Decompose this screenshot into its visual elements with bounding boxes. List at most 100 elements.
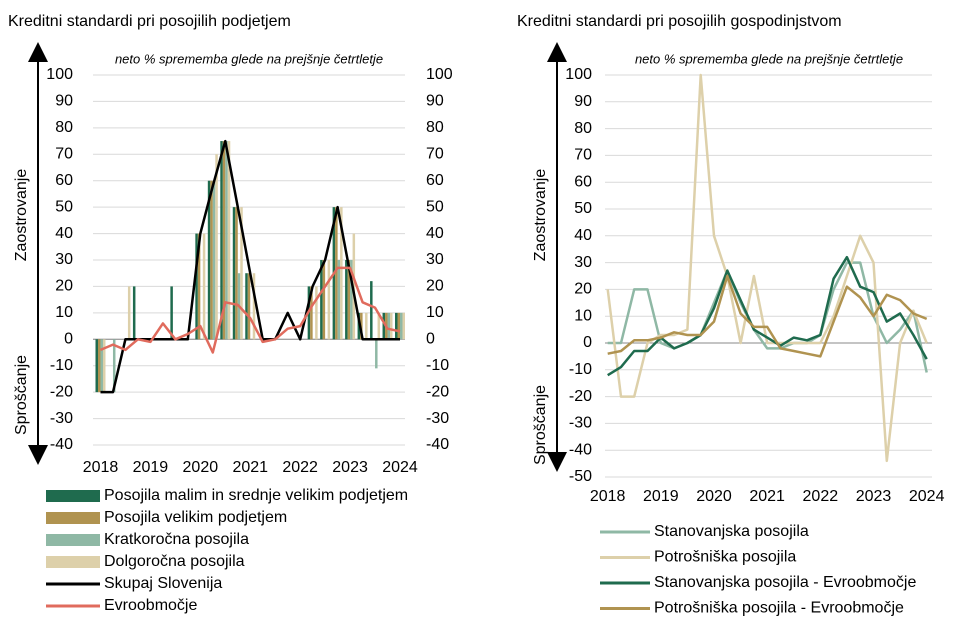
y2-tick-label: -10 [426, 357, 449, 374]
legend-label: Stanovanjska posojila - Evroobmočje [654, 574, 916, 591]
axis-annotation: Zaostrovanje [13, 169, 30, 262]
y-tick-label: 50 [55, 198, 73, 215]
bar [397, 312, 401, 340]
chart-title: Kreditni standardi pri posojilih podjetj… [8, 13, 291, 30]
bar [387, 312, 391, 340]
y-tick-label: 30 [574, 254, 592, 271]
bar [390, 312, 393, 340]
bar [102, 339, 106, 393]
chart-subtitle: neto % sprememba glede na prejšnje četrt… [115, 51, 383, 66]
y-tick-label: -30 [569, 415, 592, 432]
y-tick-label: 100 [565, 66, 592, 83]
bar [365, 312, 368, 340]
legend-swatch [46, 556, 100, 568]
legend-label: Posojila malim in srednje velikim podjet… [104, 487, 408, 504]
y-tick-label: 90 [574, 93, 592, 110]
y-tick-label: 40 [574, 227, 592, 244]
y2-tick-label: 30 [426, 251, 444, 268]
bar [112, 339, 116, 393]
y-tick-label: -10 [569, 361, 592, 378]
y2-tick-label: 50 [426, 198, 444, 215]
legend-swatch [46, 534, 100, 546]
bar [247, 273, 251, 340]
y-tick-label: 10 [55, 304, 73, 321]
bar [132, 286, 136, 340]
bar [222, 141, 226, 340]
x-tick-label: 2024 [382, 459, 418, 476]
legend-label: Evroobmočje [104, 597, 197, 614]
bar [340, 207, 343, 340]
bar [207, 180, 211, 340]
bar [335, 207, 338, 340]
y-tick-label: -50 [569, 468, 592, 485]
y-tick-label: 20 [55, 278, 73, 295]
y2-tick-label: 90 [426, 93, 444, 110]
x-tick-label: 2020 [696, 488, 732, 505]
legend-label: Potrošniška posojila [654, 549, 796, 566]
bar [227, 141, 231, 340]
y2-tick-label: 20 [426, 278, 444, 295]
x-tick-label: 2019 [133, 459, 169, 476]
x-tick-label: 2019 [643, 488, 679, 505]
legend-label: Kratkoročna posojila [104, 531, 249, 548]
y-tick-label: 30 [55, 251, 73, 268]
chart-subtitle: neto % sprememba glede na prejšnje četrt… [635, 51, 903, 66]
x-tick-label: 2023 [332, 459, 368, 476]
axis-annotation: Zaostrovanje [532, 169, 549, 262]
legend-label: Dolgoročna posojila [104, 553, 245, 570]
legend-swatch [46, 490, 100, 502]
x-tick-label: 2020 [183, 459, 219, 476]
chart-title: Kreditni standardi pri posojilih gospodi… [517, 13, 842, 30]
y2-tick-label: 70 [426, 146, 444, 163]
x-tick-label: 2021 [232, 459, 268, 476]
legend-label: Potrošniška posojila - Evroobmočje [654, 600, 904, 617]
series-line [607, 274, 928, 358]
y-tick-label: -20 [569, 388, 592, 405]
bar [320, 260, 323, 340]
x-tick-label: 2018 [590, 488, 626, 505]
x-tick-label: 2018 [83, 459, 119, 476]
y-tick-label: -30 [50, 410, 73, 427]
bar [350, 260, 353, 340]
bar [235, 207, 238, 340]
bar [232, 207, 236, 340]
bar [210, 180, 213, 340]
bar [370, 281, 373, 340]
bar [315, 286, 318, 340]
bar [327, 260, 331, 340]
bar [220, 141, 223, 340]
legend-swatch [46, 512, 100, 524]
bar [310, 286, 313, 340]
y-tick-label: -40 [569, 441, 592, 458]
bar [337, 260, 341, 340]
bar [377, 312, 381, 340]
y-tick-label: 0 [64, 331, 73, 348]
y-tick-label: -40 [50, 436, 73, 453]
bar [240, 207, 243, 340]
bar [202, 233, 206, 340]
y-tick-label: 10 [574, 307, 592, 324]
y-tick-label: 100 [46, 66, 73, 83]
bar [357, 312, 361, 340]
y-tick-label: 90 [55, 93, 73, 110]
x-tick-label: 2022 [282, 459, 318, 476]
x-tick-label: 2022 [803, 488, 839, 505]
bar [127, 286, 131, 340]
bar [382, 312, 386, 340]
bar [100, 339, 103, 393]
y2-tick-label: -30 [426, 410, 449, 427]
y-tick-label: -20 [50, 383, 73, 400]
y-tick-label: 50 [574, 200, 592, 217]
bar [252, 273, 256, 340]
y2-tick-label: 0 [426, 331, 435, 348]
bar [245, 273, 248, 340]
bar [197, 233, 201, 340]
bar [225, 141, 228, 340]
y-tick-label: 0 [583, 334, 592, 351]
y2-tick-label: 60 [426, 172, 444, 189]
y-tick-label: 60 [574, 173, 592, 190]
y-tick-label: 60 [55, 172, 73, 189]
legend-label: Skupaj Slovenija [104, 575, 222, 592]
x-tick-label: 2024 [909, 488, 945, 505]
